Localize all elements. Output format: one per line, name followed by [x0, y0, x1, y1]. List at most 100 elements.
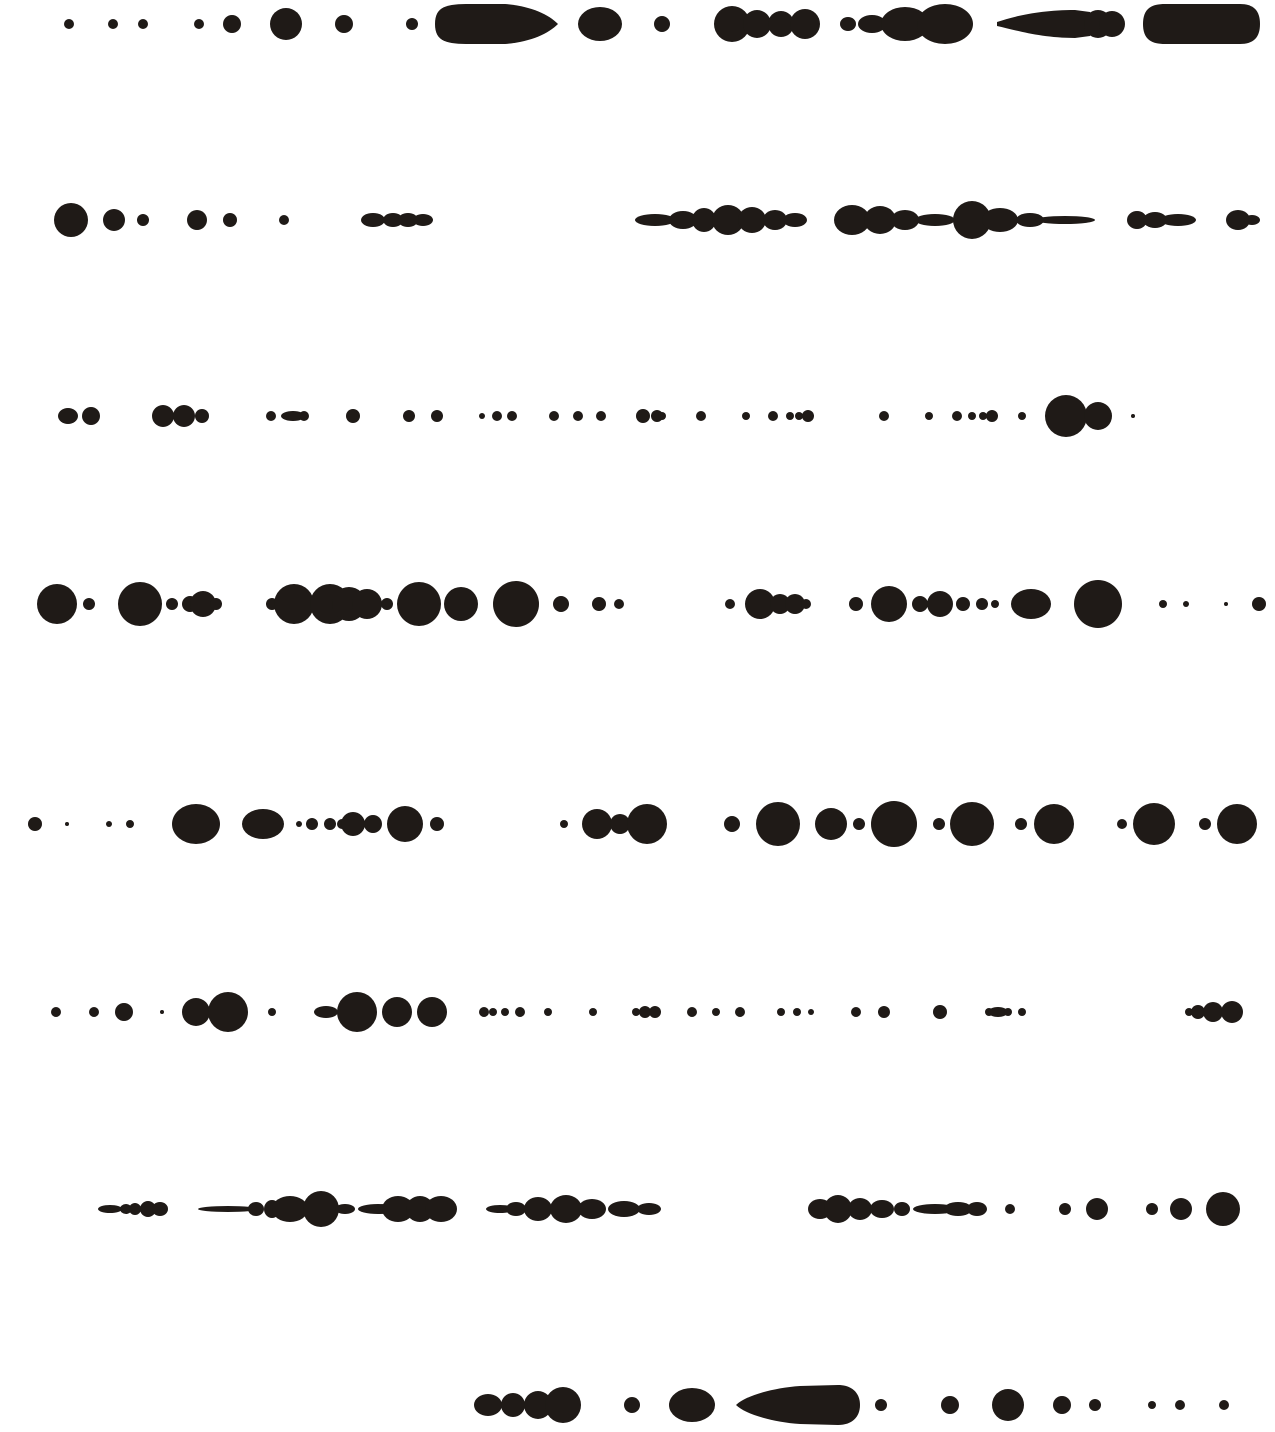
dot-mark	[1089, 1399, 1101, 1411]
dot-mark	[1217, 804, 1257, 844]
dot-mark	[346, 409, 360, 423]
dot-mark	[917, 4, 973, 44]
dot-mark	[1004, 1008, 1012, 1016]
dot-mark	[335, 1204, 355, 1214]
dot-mark	[1045, 395, 1087, 437]
dot-mark	[435, 4, 558, 44]
dot-mark	[768, 11, 794, 37]
dot-mark	[106, 821, 112, 827]
dot-mark	[506, 1202, 526, 1216]
dot-mark	[808, 1009, 814, 1015]
dot-mark	[1146, 1203, 1158, 1215]
dot-mark	[364, 815, 382, 833]
dot-mark	[1224, 602, 1228, 606]
dot-mark	[1131, 414, 1135, 418]
dot-mark	[341, 812, 365, 836]
dot-mark	[881, 7, 929, 41]
dot-mark	[976, 598, 988, 610]
dot-mark	[1252, 597, 1266, 611]
dot-mark	[120, 1204, 132, 1214]
dot-mark	[223, 213, 237, 227]
dot-mark	[967, 1202, 987, 1216]
dot-mark	[912, 596, 928, 612]
dot-mark	[37, 584, 77, 624]
dot-mark	[474, 1394, 502, 1416]
dot-mark	[1005, 1204, 1015, 1214]
dot-mark	[891, 210, 919, 230]
dot-mark	[941, 1396, 959, 1414]
dot-mark	[743, 10, 771, 38]
dot-mark	[489, 1008, 497, 1016]
dot-mark	[335, 15, 353, 33]
dot-mark	[352, 589, 382, 619]
dot-mark	[172, 804, 220, 844]
dot-mark	[108, 19, 118, 29]
dot-mark	[952, 411, 962, 421]
dot-mark	[306, 818, 318, 830]
dot-row-5	[28, 801, 1257, 847]
dot-mark	[242, 809, 284, 839]
dot-mark	[624, 1397, 640, 1413]
dot-mark	[515, 1007, 525, 1017]
dot-mark	[198, 1206, 258, 1212]
dot-mark	[324, 818, 336, 830]
dot-mark	[397, 582, 441, 626]
dot-mark	[303, 1191, 339, 1227]
dot-row-2	[54, 201, 1260, 239]
dot-mark	[83, 598, 95, 610]
dot-mark	[770, 594, 790, 614]
dot-mark	[152, 405, 174, 427]
dot-mark	[687, 1007, 697, 1017]
dot-mark	[635, 214, 675, 226]
dot-mark	[501, 1008, 509, 1016]
dot-mark	[879, 411, 889, 421]
dot-mark	[582, 809, 612, 839]
dot-mark	[1035, 216, 1095, 224]
dot-mark	[875, 1399, 887, 1411]
dot-mark	[173, 405, 195, 427]
dot-mark	[115, 1003, 133, 1021]
dot-mark	[627, 804, 667, 844]
dot-mark	[398, 213, 418, 227]
dot-mark	[1018, 412, 1026, 420]
dot-mark	[639, 1006, 651, 1018]
dot-mark	[1074, 580, 1122, 628]
dot-mark	[870, 1200, 894, 1218]
dot-mark	[281, 411, 305, 421]
dot-mark	[725, 599, 735, 609]
dot-mark	[979, 412, 987, 420]
dot-mark	[736, 1385, 860, 1425]
dot-mark	[381, 598, 393, 610]
dot-mark	[986, 410, 998, 422]
dot-mark	[871, 586, 907, 622]
dot-mark	[544, 1008, 552, 1016]
dot-row-4	[37, 580, 1266, 628]
dot-mark	[1226, 210, 1250, 230]
dot-mark	[98, 1205, 122, 1213]
dot-mark	[783, 213, 807, 227]
dot-mark	[152, 1202, 168, 1216]
dot-mark	[431, 410, 443, 422]
dot-row-1	[64, 4, 1260, 44]
dot-mark	[692, 208, 716, 232]
dot-mark	[802, 410, 814, 422]
dot-mark	[274, 584, 314, 624]
dot-mark	[801, 599, 811, 609]
dot-mark	[166, 598, 178, 610]
dot-mark	[894, 1202, 910, 1216]
dot-mark	[988, 1007, 1008, 1017]
dot-mark	[190, 591, 216, 617]
dot-mark	[160, 1010, 164, 1014]
dot-mark	[790, 9, 820, 39]
dot-mark	[425, 1196, 457, 1222]
dot-mark	[545, 1387, 581, 1423]
dot-mark	[815, 808, 847, 840]
dot-mark	[1185, 1008, 1193, 1016]
dot-mark	[417, 997, 447, 1027]
dot-mark	[479, 413, 485, 419]
dot-row-3	[58, 395, 1135, 437]
dot-mark	[785, 594, 805, 614]
dot-mark	[864, 206, 896, 234]
dot-mark	[1018, 1008, 1026, 1016]
